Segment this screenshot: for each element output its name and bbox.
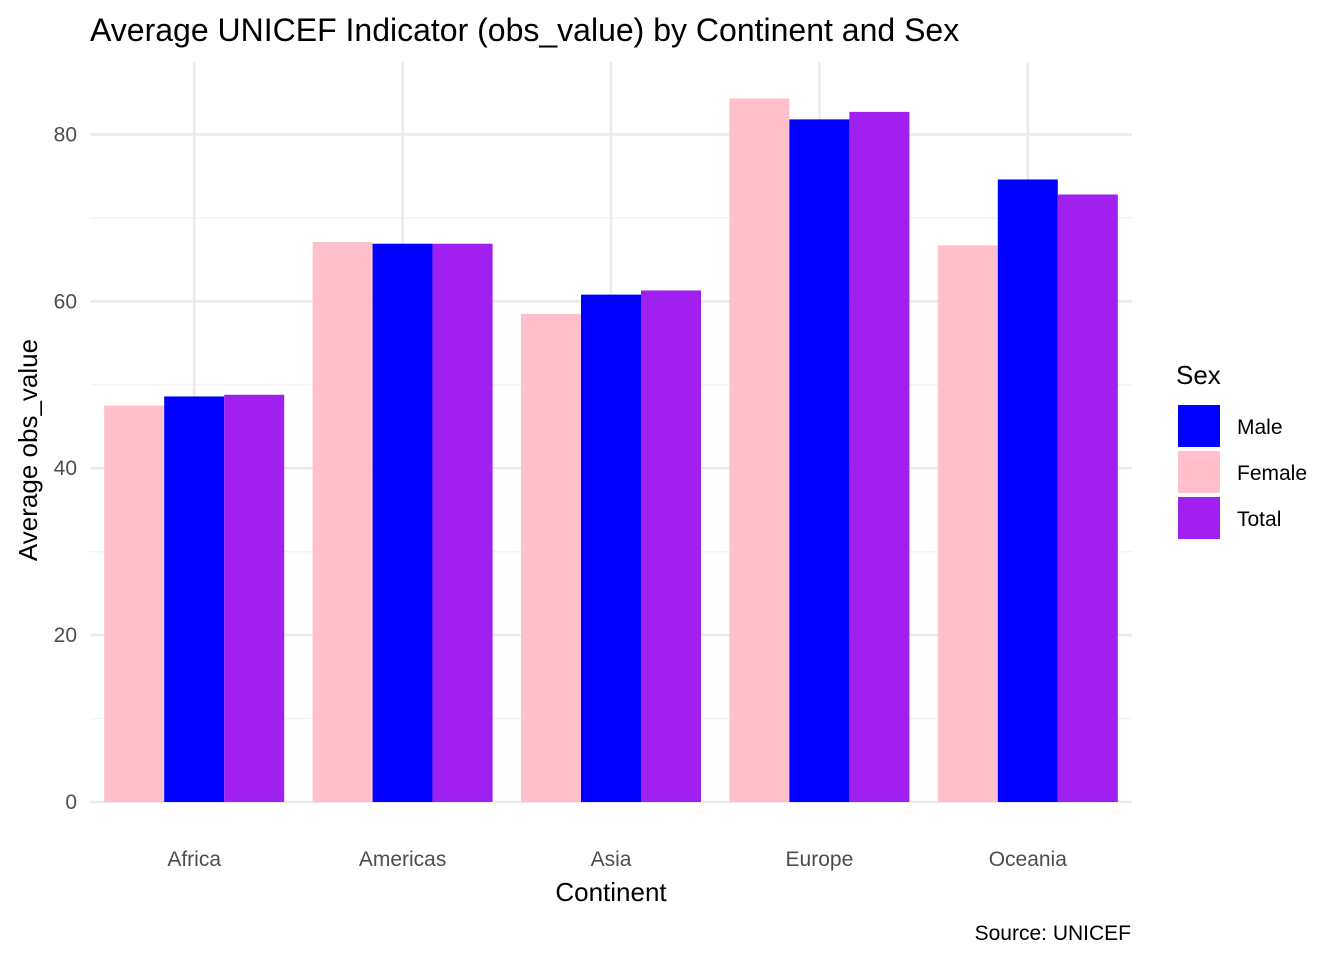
bar-asia-female <box>521 313 581 802</box>
bar-americas-total <box>432 243 493 803</box>
x-tick-label: Asia <box>591 848 632 871</box>
bar-asia-male <box>581 294 641 802</box>
bar-americas-male <box>372 243 433 803</box>
y-tick-label: 60 <box>54 290 77 313</box>
x-axis-title: Continent <box>555 877 667 907</box>
x-tick-label: Americas <box>359 848 447 871</box>
bar-americas-female <box>312 242 373 802</box>
bar-oceania-male <box>997 179 1058 802</box>
bar-europe-total <box>849 111 910 802</box>
y-tick-label: 80 <box>54 123 77 146</box>
x-tick-label: Africa <box>167 848 221 871</box>
bar-asia-total <box>641 290 701 802</box>
chart-title: Average UNICEF Indicator (obs_value) by … <box>90 12 959 48</box>
x-tick-label: Oceania <box>989 848 1068 871</box>
bars <box>104 98 1118 803</box>
legend-label-female: Female <box>1237 462 1307 485</box>
legend-label-total: Total <box>1237 508 1281 531</box>
bar-europe-male <box>789 119 850 802</box>
bar-africa-male <box>164 396 225 802</box>
y-axis-title: Average obs_value <box>13 339 43 561</box>
caption: Source: UNICEF <box>975 922 1131 945</box>
legend-swatch-male <box>1178 405 1220 447</box>
legend-label-male: Male <box>1237 416 1283 439</box>
x-axis-ticks: Africa Americas Asia Europe Oceania <box>167 848 1067 871</box>
bar-africa-female <box>104 405 165 802</box>
y-tick-label: 40 <box>54 457 77 480</box>
bar-oceania-female <box>937 245 998 803</box>
legend-swatch-female <box>1178 451 1220 493</box>
bar-africa-total <box>224 394 285 802</box>
x-tick-label: Europe <box>786 848 854 871</box>
y-tick-label: 0 <box>65 791 77 814</box>
bar-oceania-total <box>1057 194 1118 802</box>
y-tick-label: 20 <box>54 624 77 647</box>
legend-swatch-total <box>1178 497 1220 539</box>
y-axis-ticks: 0 20 40 60 80 <box>54 123 77 814</box>
legend: Sex Male Female Total <box>1176 360 1307 539</box>
bar-europe-female <box>729 98 790 803</box>
legend-title: Sex <box>1176 360 1221 390</box>
